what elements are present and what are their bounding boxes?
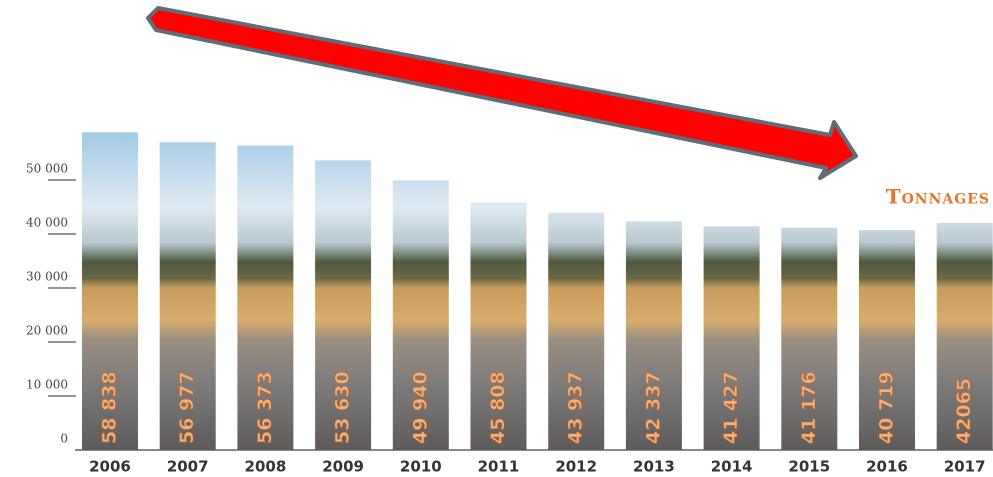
value-label: 56 977	[176, 371, 198, 444]
value-label: 42065	[953, 378, 975, 444]
value-label: 40 719	[876, 371, 898, 444]
x-tick-label: 2014	[711, 458, 753, 476]
bar	[703, 226, 760, 450]
value-label: 53 630	[332, 371, 354, 444]
bar	[625, 221, 682, 450]
x-tick-label: 2012	[555, 458, 597, 476]
x-tick-label: 2011	[478, 458, 520, 476]
value-label: 42 337	[642, 371, 664, 444]
value-label: 49 940	[409, 371, 431, 444]
x-tick-label: 2013	[633, 458, 675, 476]
y-tick-label: 40 000	[26, 216, 68, 230]
value-label: 45 808	[487, 371, 509, 444]
bar	[936, 222, 993, 450]
value-label: 56 373	[254, 371, 276, 444]
value-label: 58 838	[99, 371, 121, 444]
x-tick-label: 2017	[944, 458, 986, 476]
y-tick-label: 0	[60, 432, 68, 446]
y-tick-label: 30 000	[26, 270, 68, 284]
x-tick-label: 2006	[89, 458, 131, 476]
plot-area: 0 10 000 20 000 30 000 40 000 50 000 58 838 200…	[26, 132, 993, 476]
bar	[392, 180, 449, 450]
bar	[548, 212, 605, 450]
x-tick-label: 2015	[788, 458, 830, 476]
bar	[82, 132, 138, 451]
chart-title: Tonnages	[886, 185, 990, 209]
bar	[237, 145, 294, 450]
trend-arrow	[146, 6, 858, 180]
y-tick-label: 50 000	[26, 162, 68, 176]
y-tick-label: 10 000	[26, 378, 68, 392]
bar	[315, 160, 372, 450]
x-tick-label: 2007	[167, 458, 209, 476]
bar	[470, 202, 527, 450]
bar	[781, 227, 838, 450]
x-tick-label: 2009	[322, 458, 364, 476]
x-tick-label: 2016	[866, 458, 908, 476]
bar	[159, 142, 216, 450]
value-label: 41 427	[720, 371, 742, 444]
bar	[859, 230, 915, 450]
value-label: 41 176	[798, 371, 820, 444]
x-tick-label: 2008	[245, 458, 287, 476]
value-label: 43 937	[565, 371, 587, 444]
x-tick-label: 2010	[400, 458, 442, 476]
y-tick-label: 20 000	[26, 324, 68, 338]
